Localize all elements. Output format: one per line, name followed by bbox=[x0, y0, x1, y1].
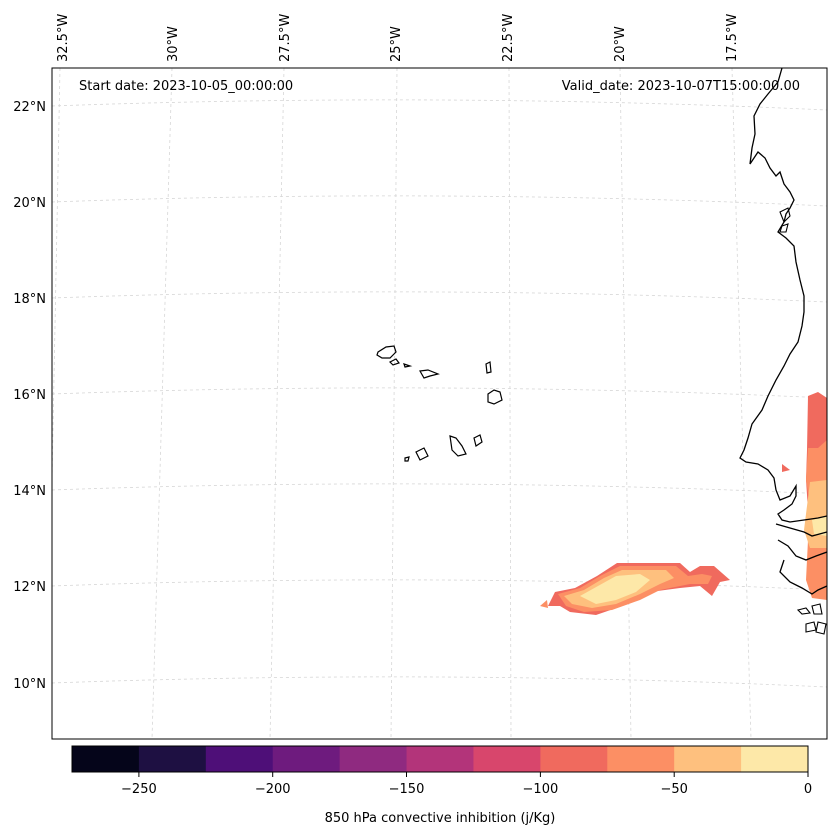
valid-date-label: Valid_date: 2023-10-07T15:00:00.00 bbox=[562, 79, 800, 94]
map-border bbox=[51, 67, 828, 740]
colorbar-swatch bbox=[339, 746, 408, 772]
colorbar-tick-label: −200 bbox=[255, 782, 291, 797]
lat-label: 10°N bbox=[13, 677, 46, 692]
latitude-labels: 22°N 20°N 18°N 16°N 14°N 12°N 10°N bbox=[13, 100, 46, 692]
lat-label: 16°N bbox=[13, 388, 46, 403]
colorbar-tick-label: 0 bbox=[804, 782, 812, 797]
lon-label: 20°W bbox=[613, 26, 628, 62]
cin-speck bbox=[540, 600, 548, 608]
colorbar-swatch bbox=[741, 746, 809, 772]
colorbar-title: 850 hPa convective inhibition (j/Kg) bbox=[325, 811, 556, 826]
bijagos-islands bbox=[796, 603, 827, 635]
lon-label: 27.5°W bbox=[278, 14, 293, 62]
colorbar-swatch bbox=[473, 746, 541, 772]
island-maio bbox=[473, 434, 483, 447]
cin-field bbox=[540, 392, 827, 615]
colorbar-swatch bbox=[272, 746, 341, 772]
lon-label: 25°W bbox=[389, 26, 404, 62]
lat-label: 14°N bbox=[13, 484, 46, 499]
island-santa-luzia bbox=[403, 363, 413, 368]
start-date-label: Start date: 2023-10-05_00:00:00 bbox=[79, 79, 293, 94]
lon-label: 32.5°W bbox=[56, 14, 71, 62]
coastline-gambia bbox=[775, 523, 827, 537]
colorbar-swatch bbox=[607, 746, 675, 772]
island-sao-vicente bbox=[388, 358, 400, 366]
lon-label: 22.5°W bbox=[501, 14, 516, 62]
longitude-gridlines bbox=[52, 68, 752, 739]
colorbar-swatch bbox=[72, 746, 140, 772]
colorbar-swatch bbox=[540, 746, 608, 772]
colorbar: −250 −200 −150 −100 −50 0 850 hPa convec… bbox=[71, 745, 812, 826]
lat-label: 18°N bbox=[13, 292, 46, 307]
island-sao-nicolau bbox=[419, 369, 440, 379]
longitude-labels: 32.5°W 30°W 27.5°W 25°W 22.5°W 20°W 17.5… bbox=[56, 14, 740, 62]
colorbar-swatch bbox=[138, 746, 207, 772]
lon-label: 17.5°W bbox=[725, 14, 740, 62]
map-area bbox=[52, 68, 827, 739]
colorbar-tick-label: −150 bbox=[389, 782, 425, 797]
africa-coastline bbox=[739, 68, 827, 523]
lat-label: 12°N bbox=[13, 580, 46, 595]
lat-label: 20°N bbox=[13, 196, 46, 211]
cape-verde-islands bbox=[376, 345, 503, 462]
latitude-gridlines bbox=[52, 99, 827, 688]
colorbar-ticks bbox=[138, 772, 809, 777]
coastline-south bbox=[779, 559, 827, 595]
colorbar-tick-label: −50 bbox=[660, 782, 687, 797]
island-brava bbox=[404, 456, 410, 462]
colorbar-swatch bbox=[406, 746, 474, 772]
colorbar-swatch bbox=[674, 746, 742, 772]
island-santo-antao bbox=[376, 345, 397, 359]
cin-contour-core bbox=[580, 574, 650, 604]
island-sal bbox=[485, 361, 492, 374]
coastal-islets bbox=[779, 207, 791, 233]
island-santiago bbox=[449, 435, 467, 457]
colorbar-tick-label: −250 bbox=[121, 782, 157, 797]
coastline-guinea-bissau bbox=[777, 539, 827, 561]
cin-coastal-speck bbox=[782, 464, 790, 472]
cin-coastal-core bbox=[812, 516, 827, 536]
island-boa-vista bbox=[487, 389, 503, 405]
lat-label: 22°N bbox=[13, 100, 46, 115]
colorbar-tick-label: −100 bbox=[523, 782, 559, 797]
map-frame bbox=[52, 68, 827, 739]
lon-label: 30°W bbox=[166, 26, 181, 62]
colorbar-border bbox=[71, 745, 809, 773]
island-fogo bbox=[415, 447, 429, 461]
colorbar-swatch bbox=[205, 746, 274, 772]
